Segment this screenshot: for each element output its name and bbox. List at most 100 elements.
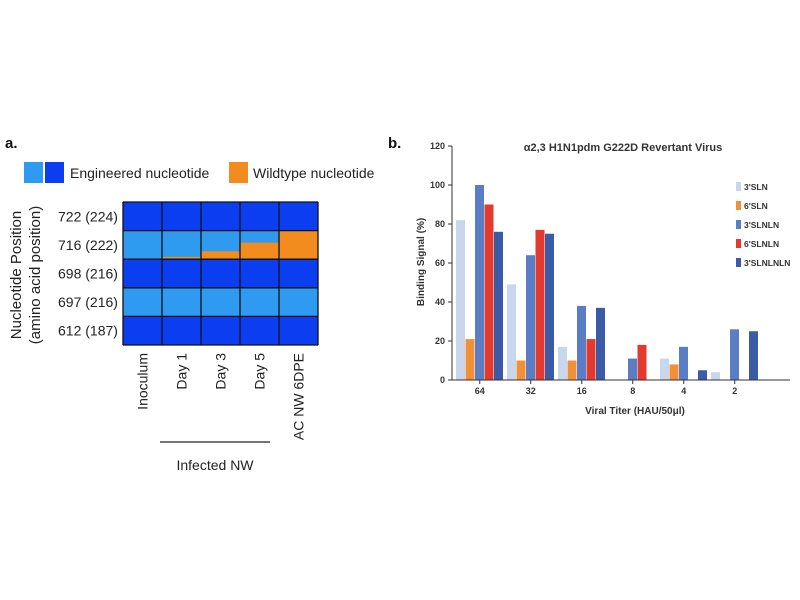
bar (516, 360, 526, 380)
bar-chart-legend: 3'SLN 6'SLN 3'SLNLN 6'SLNLN 3'SLNLNLN (736, 182, 790, 268)
y-tick-label: 120 (430, 141, 445, 151)
legend-swatch (736, 201, 741, 210)
bar (669, 364, 679, 380)
heatmap-cell (279, 316, 318, 345)
y-tick-label: 80 (435, 219, 445, 229)
legend-label: 3'SLNLNLN (744, 258, 790, 268)
heatmap-cell-wildtype-fill (279, 230, 318, 260)
heatmap-cell (279, 259, 318, 288)
bar (494, 231, 503, 380)
heatmap-y-title-line1: Nucleotide Position (8, 211, 25, 339)
legend-swatch-wildtype (229, 162, 248, 183)
bar (628, 358, 637, 380)
infected-nw-label: Infected NW (176, 457, 254, 473)
heatmap-column-label: Day 5 (252, 353, 268, 390)
legend-swatch-engineered-dark (45, 162, 64, 183)
heatmap-cell (162, 230, 201, 260)
heatmap-cell (240, 202, 279, 231)
bar (660, 358, 669, 380)
heatmap-cell (201, 287, 240, 317)
bar (545, 233, 554, 380)
heatmap-cell (162, 287, 201, 317)
legend-swatch (736, 258, 741, 267)
heatmap-cell (123, 230, 162, 260)
heatmap-row-labels: 722 (224) 716 (222) 698 (216) 697 (216) 612 … (58, 208, 118, 338)
heatmap-cells (122, 201, 319, 346)
bar (484, 204, 494, 380)
heatmap-cell (162, 316, 201, 345)
x-tick-label: 8 (630, 386, 635, 396)
heatmap-cell (240, 287, 279, 317)
bar (679, 346, 688, 380)
heatmap-cell (123, 287, 162, 317)
bar (558, 346, 567, 380)
bar (586, 339, 596, 380)
y-tick-label: 60 (435, 258, 445, 268)
bar (577, 305, 586, 380)
bar-chart-y-ticks: 0 20 40 60 80 100 120 (430, 141, 452, 385)
heatmap-column-label: Day 3 (213, 353, 229, 390)
heatmap-row-label: 716 (222) (58, 237, 118, 253)
bar-chart-title: α2,3 H1N1pdm G222D Revertant Virus (524, 142, 723, 154)
legend-swatch-engineered-light (24, 162, 43, 183)
bar-chart-y-title: Binding Signal (%) (416, 218, 427, 306)
x-tick-label: 64 (475, 386, 485, 396)
heatmap-column-label: Inoculum (135, 353, 151, 410)
legend-swatch (736, 220, 741, 229)
heatmap-cell (123, 202, 162, 231)
bar (596, 307, 605, 380)
legend-label: 6'SLNLN (744, 239, 779, 249)
heatmap-column-label: Day 1 (174, 353, 190, 390)
bar (526, 255, 535, 380)
heatmap-cell-wildtype-fill (240, 242, 279, 260)
bar (475, 185, 484, 380)
legend-label: 3'SLNLN (744, 220, 779, 230)
heatmap-cell (123, 259, 162, 288)
heatmap-row-label: 698 (216) (58, 266, 118, 282)
bar (535, 229, 545, 380)
bar (465, 339, 475, 380)
bar (567, 360, 577, 380)
bar-chart-x-title: Viral Titer (HAU/50μl) (585, 406, 685, 417)
heatmap-legend: Engineered nucleotide Wildtype nucleotid… (24, 162, 375, 183)
heatmap-cell (162, 259, 201, 288)
bar (507, 284, 516, 380)
heatmap-cell (162, 202, 201, 231)
heatmap-cell (240, 316, 279, 345)
panel-a-label: a. (5, 135, 18, 152)
bar (749, 331, 758, 380)
heatmap-row-label: 722 (224) (58, 208, 118, 224)
legend-label-wildtype: Wildtype nucleotide (253, 165, 375, 181)
legend-swatch (736, 239, 741, 248)
y-tick-label: 0 (440, 375, 445, 385)
heatmap-cell (201, 259, 240, 288)
bar (730, 329, 739, 380)
y-tick-label: 40 (435, 297, 445, 307)
bar (711, 372, 720, 380)
heatmap-column-labels: Inoculum Day 1 Day 3 Day 5 AC NW 6DPE (135, 353, 307, 440)
x-tick-label: 2 (732, 386, 737, 396)
y-tick-label: 20 (435, 336, 445, 346)
bar (456, 220, 465, 380)
heatmap-row-label: 612 (187) (58, 323, 118, 339)
legend-swatch (736, 182, 741, 191)
legend-label-engineered: Engineered nucleotide (70, 165, 210, 181)
legend-label: 3'SLN (744, 182, 768, 192)
heatmap-cell (123, 316, 162, 345)
heatmap-row-label: 697 (216) (58, 294, 118, 310)
bar (698, 370, 707, 380)
heatmap-cell (279, 202, 318, 231)
heatmap-cell-wildtype-fill (201, 251, 240, 260)
panel-b-label: b. (388, 135, 401, 152)
legend-label: 6'SLN (744, 201, 768, 211)
y-tick-label: 100 (430, 180, 445, 190)
heatmap-column-label: AC NW 6DPE (291, 353, 307, 440)
heatmap-cell (201, 202, 240, 231)
x-tick-label: 4 (681, 386, 686, 396)
heatmap-cell-wildtype-fill (162, 256, 201, 260)
x-tick-label: 32 (526, 386, 536, 396)
panel-a: a. Engineered nucleotide Wildtype nucleo… (5, 135, 375, 473)
bar-chart-bars (456, 185, 758, 380)
heatmap-cell (201, 316, 240, 345)
